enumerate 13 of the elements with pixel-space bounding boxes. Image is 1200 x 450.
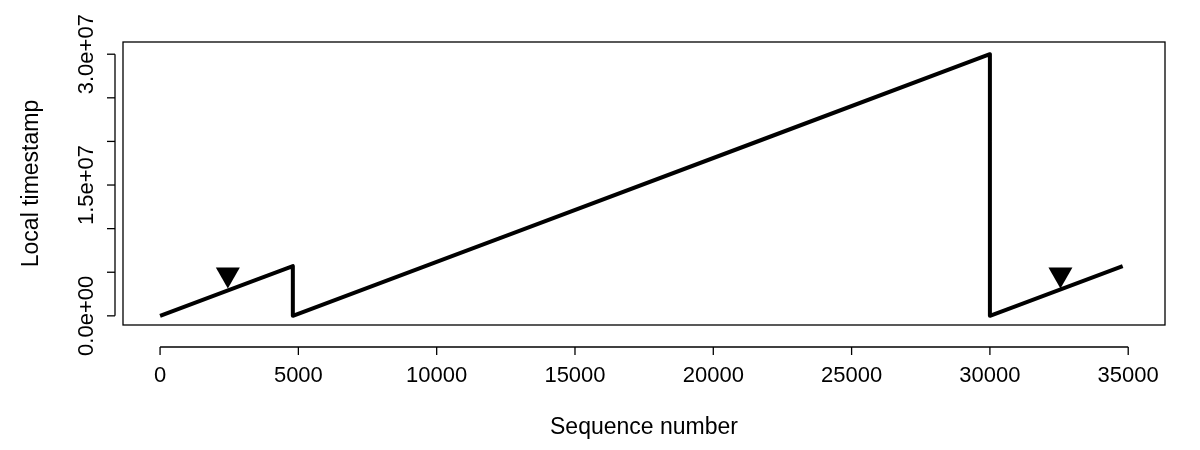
x-axis-title: Sequence number: [550, 413, 739, 439]
x-tick-label: 35000: [1097, 362, 1159, 387]
x-tick-label: 10000: [406, 362, 468, 387]
y-tick-label: 1.5e+07: [73, 144, 98, 226]
y-tick-label: 0.0e+00: [73, 275, 98, 356]
x-tick-label: 15000: [544, 362, 606, 387]
x-tick-label: 20000: [682, 362, 744, 387]
x-tick-label: 25000: [821, 362, 883, 387]
x-tick-label: 30000: [959, 362, 1021, 387]
y-axis-title: Local timestamp: [17, 99, 43, 268]
x-tick-label: 0: [153, 362, 167, 387]
x-tick-label: 5000: [273, 362, 323, 387]
y-tick-label: 3.0e+07: [73, 14, 98, 95]
